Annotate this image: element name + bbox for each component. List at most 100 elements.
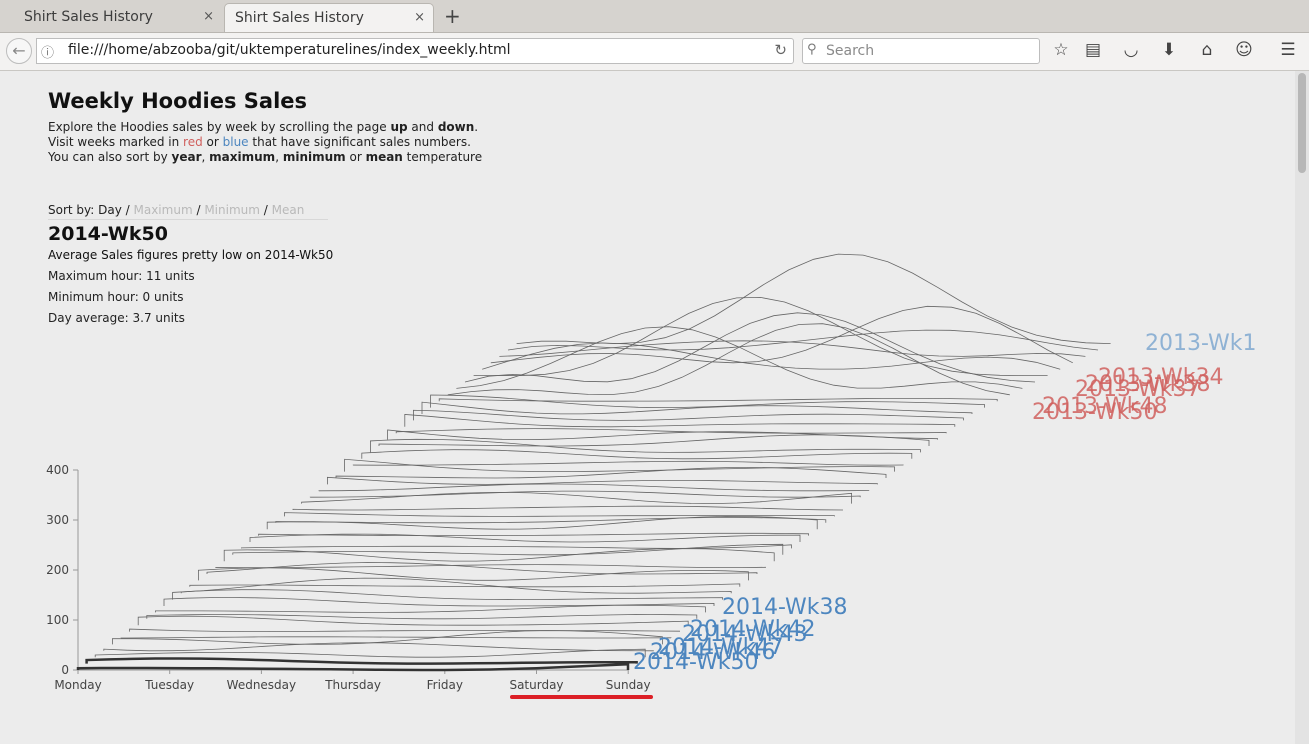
week-series-line — [76, 662, 630, 672]
week-label-red: 2013-Wk50 — [1032, 400, 1158, 425]
close-icon[interactable]: × — [414, 10, 425, 25]
navigation-toolbar: ← ⓘ file:///home/abzooba/git/uktemperatu… — [0, 33, 1309, 71]
week-series-line — [198, 567, 749, 581]
week-series-line — [499, 340, 1086, 357]
smiley-icon[interactable]: ☺ — [1235, 40, 1253, 60]
week-series-line — [85, 657, 638, 665]
tab-shirt-sales-1[interactable]: Shirt Sales History × — [0, 3, 222, 32]
reload-icon[interactable]: ↻ — [774, 41, 787, 59]
intro-line-3: You can also sort by year, maximum, mini… — [48, 150, 483, 164]
week-series-line — [292, 505, 844, 511]
search-placeholder: Search — [826, 43, 875, 59]
sort-controls: Sort by: Day / Maximum / Minimum / Mean — [48, 203, 328, 220]
week-series-line — [430, 394, 985, 409]
stat-min: Minimum hour: 0 units — [48, 290, 184, 304]
new-tab-button[interactable]: + — [444, 4, 461, 28]
stat-max: Maximum hour: 11 units — [48, 269, 195, 283]
x-tick-label: Sunday — [606, 678, 651, 692]
week-series-line — [370, 438, 921, 453]
week-series-line — [438, 398, 998, 402]
week-series-line — [361, 449, 913, 460]
week-label-blue: 2013-Wk1 — [1145, 331, 1257, 356]
week-series-line — [482, 342, 1061, 370]
week-series-line — [232, 543, 784, 556]
intro-line-1: Explore the Hoodies sales by week by scr… — [48, 120, 479, 134]
sort-day[interactable]: Day — [98, 203, 122, 217]
y-tick-label: 400 — [46, 463, 69, 477]
sort-minimum[interactable]: Minimum — [204, 203, 260, 217]
download-icon[interactable]: ⬇ — [1161, 40, 1177, 60]
week-series-line — [378, 434, 930, 447]
x-tick-label: Tuesday — [144, 678, 194, 692]
selected-week-description: Average Sales figures pretty low on 2014… — [48, 248, 334, 262]
tab-shirt-sales-2[interactable]: Shirt Sales History × — [224, 3, 434, 32]
reading-list-icon[interactable]: ▤ — [1084, 40, 1102, 60]
back-button[interactable]: ← — [6, 38, 32, 64]
week-series-line — [103, 642, 654, 652]
stat-avg: Day average: 3.7 units — [48, 311, 185, 325]
info-icon[interactable]: ⓘ — [41, 46, 55, 61]
week-series-line — [137, 615, 689, 626]
week-label-red: 2013-Wk48 — [1042, 394, 1168, 419]
week-series-line — [352, 460, 904, 466]
x-tick-label: Monday — [54, 678, 101, 692]
vertical-scrollbar[interactable] — [1295, 71, 1309, 744]
search-icon: ⚲ — [807, 42, 817, 57]
week-series-line — [94, 648, 646, 658]
week-series-line — [206, 562, 758, 575]
week-series-line — [309, 490, 861, 498]
page-content: Weekly Hoodies Sales Explore the Hoodies… — [0, 71, 1295, 744]
week-series-line — [421, 401, 973, 415]
week-label-blue: 2014-Wk47 — [658, 635, 784, 660]
sort-maximum[interactable]: Maximum — [133, 203, 193, 217]
menu-icon[interactable]: ☰ — [1280, 40, 1296, 60]
intro-line-2: Visit weeks marked in red or blue that h… — [48, 135, 471, 149]
url-text[interactable]: file:///home/abzooba/git/uktemperatureli… — [68, 42, 511, 58]
scrollbar-thumb[interactable] — [1298, 73, 1306, 173]
week-series-line — [490, 305, 1073, 364]
week-label-blue: 2014-Wk43 — [682, 622, 808, 647]
bookmark-star-icon[interactable]: ☆ — [1053, 40, 1069, 60]
week-label-blue: 2014-Wk50 — [633, 650, 759, 675]
page-title: Weekly Hoodies Sales — [48, 89, 308, 113]
tab-bar: Shirt Sales History × Shirt Sales Histor… — [0, 0, 1309, 33]
selected-week-title: 2014-Wk50 — [48, 223, 168, 245]
tab-title: Shirt Sales History — [235, 10, 364, 26]
week-series-line — [327, 476, 878, 485]
week-series-line — [155, 604, 706, 613]
x-tick-label: Saturday — [509, 678, 563, 692]
x-tick-label: Friday — [427, 678, 463, 692]
y-tick-label: 100 — [46, 613, 69, 627]
search-input[interactable]: ⚲ Search — [802, 38, 1040, 64]
y-tick-label: 200 — [46, 563, 69, 577]
week-label-red: 2013-Wk37 — [1075, 377, 1201, 402]
week-series-line — [344, 458, 895, 473]
sort-mean[interactable]: Mean — [271, 203, 305, 217]
highlight-underline — [510, 695, 653, 699]
week-series-line — [146, 614, 698, 620]
week-series-line — [395, 428, 947, 434]
week-label-red: 2013-Wk34 — [1098, 365, 1224, 390]
week-series-line — [258, 532, 809, 536]
home-icon[interactable]: ⌂ — [1201, 40, 1213, 60]
y-tick-label: 300 — [46, 513, 69, 527]
tab-title: Shirt Sales History — [24, 9, 153, 25]
week-series-line — [301, 491, 852, 505]
url-bar[interactable]: ⓘ file:///home/abzooba/git/uktemperature… — [36, 38, 794, 64]
week-label-blue: 2014-Wk42 — [690, 617, 816, 642]
week-series-line — [464, 312, 1036, 383]
week-series-line — [413, 409, 964, 421]
week-series-line — [318, 483, 870, 492]
week-series-line — [473, 296, 1048, 377]
week-series-line — [172, 589, 723, 601]
week-label-blue: 2014-Wk46 — [650, 640, 776, 665]
week-series-line — [284, 512, 835, 517]
week-series-line — [266, 515, 818, 530]
close-icon[interactable]: × — [203, 9, 214, 24]
week-series-line — [335, 466, 887, 479]
week-series-line — [163, 597, 715, 607]
week-series-line — [275, 517, 827, 524]
pocket-icon[interactable]: ◡ — [1123, 40, 1139, 60]
week-series-line — [129, 628, 680, 632]
week-series-line — [120, 636, 672, 639]
